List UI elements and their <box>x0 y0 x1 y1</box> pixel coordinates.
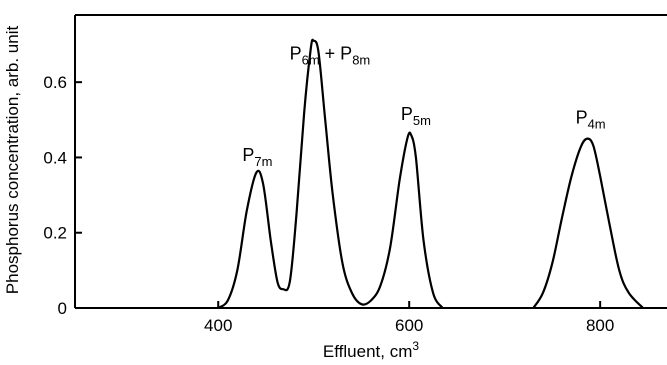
peak-label-p6m8m: P6m + P8m <box>290 44 371 68</box>
y-tick-label: 0.2 <box>43 224 67 243</box>
x-tick-label: 600 <box>395 316 423 335</box>
peak-label-mid: + P <box>320 44 353 64</box>
peak-label-main: P <box>242 145 254 165</box>
y-tick-label: 0 <box>58 299 67 318</box>
x-tick-label: 400 <box>204 316 232 335</box>
peak-label-p7m: P7m <box>242 145 272 169</box>
x-axis-label-superscript: 3 <box>412 339 419 353</box>
peak-label-main: P <box>290 44 302 64</box>
peak-label-subscript: 6m <box>302 53 320 68</box>
peak-label-p4m: P4m <box>576 108 606 132</box>
series-line-2 <box>532 137 644 309</box>
peak-label-subscript: 8m <box>352 53 370 68</box>
peak-label-subscript: 4m <box>588 117 606 132</box>
x-ticks: 400 600 800 <box>204 301 614 335</box>
y-ticks: 0 0.2 0.4 0.6 <box>43 73 82 318</box>
y-tick-label: 0.4 <box>43 148 67 167</box>
series-group <box>217 38 644 309</box>
y-axis-label: Phosphorus concentration, arb. unit <box>3 26 22 295</box>
peak-label-p5m: P5m <box>401 104 431 128</box>
peak-label-main: P <box>401 104 413 124</box>
peak-label-subscript: 7m <box>254 154 272 169</box>
x-tick-label: 800 <box>586 316 614 335</box>
x-axis-label-text: Effluent, cm <box>323 342 412 361</box>
peak-label-subscript: 5m <box>413 113 431 128</box>
x-axis-label: Effluent, cm3 <box>323 339 419 361</box>
peak-label-main: P <box>576 108 588 128</box>
y-tick-label: 0.6 <box>43 73 67 92</box>
series-line-1 <box>217 38 444 309</box>
